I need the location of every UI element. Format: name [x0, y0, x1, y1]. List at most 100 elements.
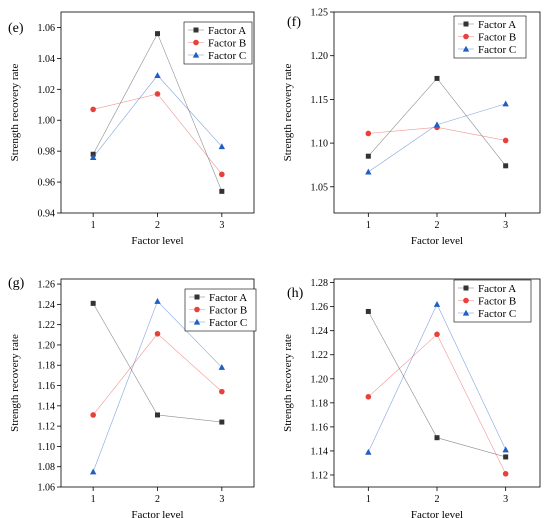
legend-label-factor-b: Factor B — [209, 305, 247, 317]
data-point-factor-c — [89, 154, 97, 160]
legend-label-factor-b: Factor B — [208, 38, 246, 50]
x-tick-label: 2 — [155, 220, 160, 231]
data-point-factor-c — [433, 121, 441, 128]
y-tick-label: 1.06 — [38, 23, 56, 34]
y-tick-label: 1.05 — [311, 182, 329, 193]
x-tick-label: 2 — [435, 494, 440, 505]
y-tick-label: 1.04 — [38, 54, 56, 65]
legend-marker-factor-c — [462, 45, 470, 52]
data-point-factor-c — [218, 363, 226, 370]
y-tick-label: 1.25 — [311, 8, 329, 19]
chart-panel-h: (h) 1.12 1.14 1.16 1.18 1.20 1.22 1.24 1.26 1.28 1… — [282, 278, 541, 518]
data-point-factor-b — [365, 394, 372, 400]
data-point-factor-a — [434, 75, 440, 81]
data-point-factor-b — [219, 171, 225, 178]
data-point-factor-a — [219, 419, 225, 425]
data-point-factor-c — [154, 72, 161, 78]
y-tick-label: 1.22 — [311, 350, 329, 361]
data-point-factor-a — [434, 435, 440, 441]
data-point-factor-c — [502, 100, 509, 107]
y-tick-label: 1.18 — [38, 361, 56, 372]
legend-label-factor-b: Factor B — [478, 296, 516, 308]
legend-label-factor-c: Factor C — [208, 50, 246, 62]
y-tick-label: 1.16 — [38, 381, 56, 392]
series-line-factor-b — [368, 333, 506, 474]
legend-marker-factor-a — [463, 21, 469, 27]
data-point-factor-b — [90, 106, 96, 113]
chart-panel-f: (f) 1.05 1.10 1.15 1.20 1.25 1 2 3 Factor level St… — [282, 8, 541, 247]
legend-marker-factor-b — [194, 306, 200, 313]
data-point-factor-a — [503, 454, 509, 460]
legend-label-factor-b: Factor B — [478, 32, 516, 44]
x-tick-label: 1 — [366, 494, 371, 505]
legend-marker-factor-a — [194, 294, 200, 300]
y-tick-label: 1.16 — [311, 422, 329, 433]
y-tick-label: 1.20 — [311, 51, 329, 62]
x-axis-title: Factor level — [411, 235, 463, 247]
y-tick-label: 1.06 — [38, 483, 56, 494]
legend-marker-factor-a — [463, 285, 469, 291]
y-tick-label: 1.24 — [311, 326, 329, 337]
y-tick-label: 1.14 — [38, 401, 56, 412]
y-axis-title: Strength recovery rate — [9, 334, 21, 432]
series-line-factor-c — [368, 103, 506, 173]
legend-marker-factor-c — [193, 318, 201, 325]
legend-marker-factor-a — [193, 27, 199, 33]
y-tick-label: 1.10 — [311, 139, 329, 150]
data-point-factor-b — [219, 388, 225, 395]
x-axis-title: Factor level — [131, 509, 183, 518]
x-tick-label: 1 — [91, 494, 96, 505]
x-tick-label: 3 — [219, 494, 224, 505]
x-axis-title: Factor level — [131, 235, 183, 247]
data-point-factor-a — [503, 163, 509, 169]
data-point-factor-b — [502, 470, 509, 477]
data-point-factor-a — [155, 31, 160, 37]
y-tick-label: 1.08 — [38, 462, 56, 473]
data-point-factor-a — [219, 188, 225, 194]
y-axis-title: Strength recovery rate — [282, 334, 294, 432]
series-line-factor-b — [92, 333, 223, 416]
chart-panel-e: (e) 0.94 0.96 0.98 1.00 1.02 1.04 1.06 1 2 3 Factor… — [8, 11, 255, 247]
y-tick-label: 1.26 — [38, 280, 56, 291]
y-tick-label: 1.10 — [38, 442, 56, 453]
x-tick-label: 2 — [435, 220, 440, 231]
legend-label-factor-a: Factor A — [478, 19, 516, 31]
y-tick-label: 1.15 — [311, 95, 329, 106]
data-point-factor-c — [154, 298, 161, 304]
y-tick-label: 1.22 — [38, 320, 56, 331]
series-line-factor-c — [92, 74, 223, 158]
legend-label-factor-a: Factor A — [208, 25, 246, 37]
data-point-factor-b — [154, 330, 161, 337]
y-tick-label: 1.20 — [311, 374, 329, 385]
y-tick-label: 1.00 — [38, 116, 56, 127]
data-point-factor-c — [89, 468, 97, 475]
data-point-factor-c — [365, 448, 372, 455]
legend-marker-factor-b — [193, 39, 199, 46]
data-point-factor-b — [434, 331, 440, 338]
panel-label: (f) — [287, 15, 301, 30]
y-tick-label: 0.98 — [38, 147, 56, 158]
data-point-factor-c — [218, 143, 226, 150]
x-tick-label: 2 — [155, 494, 160, 505]
data-point-factor-a — [90, 300, 96, 306]
y-axis-title: Strength recovery rate — [282, 64, 294, 162]
data-point-factor-a — [155, 412, 160, 418]
legend-marker-factor-b — [463, 297, 469, 304]
data-point-factor-b — [154, 91, 161, 97]
y-tick-label: 0.96 — [38, 178, 56, 189]
legend-marker-factor-c — [192, 51, 200, 58]
y-tick-label: 1.28 — [311, 278, 329, 289]
panel-label: (g) — [8, 276, 25, 291]
chart-panel-g: (g) 1.06 1.08 1.10 1.12 1.14 1.16 1.18 1.20 1.22 1… — [8, 276, 257, 518]
data-point-factor-b — [365, 130, 372, 137]
data-point-factor-b — [90, 412, 96, 418]
data-point-factor-a — [365, 308, 371, 314]
y-tick-label: 1.26 — [311, 302, 329, 313]
legend-label-factor-c: Factor C — [478, 44, 516, 56]
legend-marker-factor-c — [462, 309, 470, 316]
x-tick-label: 1 — [91, 220, 96, 231]
panel-label: (e) — [8, 21, 24, 36]
panel-label: (h) — [287, 286, 304, 301]
x-tick-label: 3 — [503, 494, 508, 505]
